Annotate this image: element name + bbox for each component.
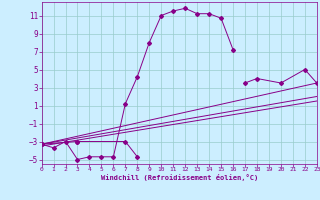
X-axis label: Windchill (Refroidissement éolien,°C): Windchill (Refroidissement éolien,°C) bbox=[100, 174, 258, 181]
